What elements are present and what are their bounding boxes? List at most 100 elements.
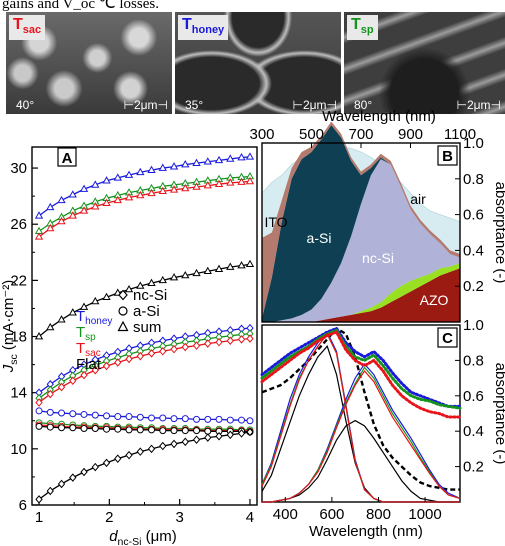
panel-b-region-label-4: AZO bbox=[420, 292, 449, 308]
panel-a-point bbox=[169, 162, 179, 170]
panel-a-point bbox=[148, 414, 156, 422]
panel-a-point bbox=[34, 211, 44, 219]
panel-a-point bbox=[215, 337, 223, 347]
panel-b-area-nc-si bbox=[262, 159, 460, 322]
panel-a-point bbox=[204, 415, 212, 423]
panel-b-region-label-0: air bbox=[410, 191, 426, 207]
panel-a-point bbox=[169, 185, 179, 193]
panel-a-point bbox=[46, 423, 54, 431]
panel-a-xtick-label-2: 3 bbox=[175, 509, 183, 526]
sem-angle-honey: 35° bbox=[185, 98, 204, 112]
panel-a-ytick-label-1: 10 bbox=[10, 441, 27, 458]
panel-a-point bbox=[193, 415, 201, 423]
panel-a-point bbox=[79, 206, 89, 214]
panel-a-point bbox=[35, 407, 43, 415]
panel-a-ylabel: Jsc (mA·cm⁻²) bbox=[0, 280, 20, 374]
panel-a-ytick-label-0: 6 bbox=[19, 497, 27, 514]
panel-a-point bbox=[80, 410, 88, 418]
panel-a-xtick-label-3: 4 bbox=[246, 509, 254, 526]
panel-a-legend-marker-1 bbox=[118, 306, 128, 316]
panel-a-point bbox=[91, 462, 99, 472]
panel-c-ytick-label-3: 0.8 bbox=[463, 352, 484, 369]
panel-a-legend-structure-3: Flat bbox=[76, 356, 102, 373]
panel-a-xtick-label-1: 2 bbox=[105, 509, 113, 526]
panel-a-point bbox=[58, 424, 66, 432]
panel-a-point bbox=[35, 495, 43, 504]
panel-a-point bbox=[57, 216, 66, 225]
panel-a-point bbox=[237, 261, 246, 269]
panel-a-point bbox=[136, 167, 145, 176]
panel-c-ytick-label-4: 1.0 bbox=[463, 317, 484, 334]
sem-scale-honey: ⊢2μm⊣ bbox=[292, 98, 338, 112]
panel-a-point bbox=[91, 424, 99, 432]
panel-b-area-parasitic bbox=[262, 262, 460, 322]
panel-a-point bbox=[114, 425, 122, 433]
panel-a-point bbox=[57, 382, 66, 392]
panel-b-region-label-2: a-Si bbox=[307, 230, 332, 246]
panel-a-point bbox=[181, 427, 189, 435]
panel-a-point bbox=[46, 223, 55, 232]
panel-a-point bbox=[124, 170, 134, 178]
panel-a-legend-marker-2 bbox=[117, 320, 129, 332]
panel-a-legend-label-2: sum bbox=[133, 319, 161, 336]
panel-a-point bbox=[136, 447, 144, 456]
panel-a-point bbox=[57, 479, 66, 489]
panel-c-tag-box bbox=[437, 327, 458, 348]
sem-label-sp: Tsp bbox=[347, 15, 378, 41]
panel-c-ytick-label-1: 0.4 bbox=[463, 423, 484, 440]
panel-a-point bbox=[158, 275, 167, 284]
panel-a-point bbox=[215, 415, 223, 423]
panel-a-frame bbox=[31, 146, 258, 506]
panel-a-point bbox=[238, 416, 246, 424]
panel-b-region-label-1: ITO bbox=[264, 214, 287, 230]
sem-image-sp: Tsp 80° ⊢2μm⊣ bbox=[344, 12, 505, 114]
panel-a-point bbox=[69, 424, 77, 432]
panel-a-point bbox=[69, 376, 77, 386]
panel-c-line-11 bbox=[260, 330, 462, 419]
sem-label-honey: Thoney bbox=[178, 15, 229, 41]
panel-a-point bbox=[246, 427, 254, 437]
panel-a-point bbox=[57, 195, 66, 204]
panel-a-point bbox=[148, 426, 156, 434]
panel-b-ytick-label-3: 0.8 bbox=[463, 171, 484, 188]
panel-a-point bbox=[46, 202, 55, 211]
panel-a-point bbox=[136, 351, 144, 361]
panel-a-point bbox=[34, 332, 44, 340]
sem-image-sac: Tsac 40° ⊢2μm⊣ bbox=[6, 12, 172, 114]
panel-a-point bbox=[147, 349, 156, 358]
panel-a-point bbox=[57, 315, 66, 323]
panel-a-point bbox=[125, 354, 133, 364]
sem-image-honey: Thoney 35° ⊢2μm⊣ bbox=[175, 12, 341, 114]
panel-b-xtick-label-2: 700 bbox=[348, 126, 373, 143]
panel-b-region-label-3: nc-Si bbox=[362, 250, 394, 266]
panel-a-point bbox=[181, 342, 189, 352]
panel-c-xlabel: Wavelength (nm) bbox=[309, 523, 423, 540]
panel-a-point bbox=[102, 292, 111, 301]
panel-a-point bbox=[46, 389, 54, 399]
panel-a-point bbox=[103, 425, 111, 433]
panel-a-point bbox=[102, 176, 111, 184]
panel-a-point bbox=[91, 180, 100, 188]
panel-a-point bbox=[136, 413, 144, 421]
panel-a-point bbox=[226, 416, 234, 424]
panel-b-xlabel: Wavelength (nm) bbox=[322, 108, 436, 125]
panel-a-point bbox=[113, 173, 122, 181]
panel-b-xtick-label-4: 1100 bbox=[444, 126, 476, 143]
sem-angle-sac: 40° bbox=[16, 98, 35, 112]
panel-a-point bbox=[147, 188, 156, 197]
panel-b-xtick-label-0: 300 bbox=[249, 126, 274, 143]
panel-a-point bbox=[114, 358, 122, 367]
panel-a-point bbox=[181, 183, 190, 192]
panel-a-legend-marker-0 bbox=[118, 289, 128, 301]
panel-a-point bbox=[113, 195, 122, 204]
panel-a-point bbox=[226, 336, 234, 346]
panel-a-point bbox=[203, 181, 212, 189]
panel-a-ytick-label-4: 22 bbox=[10, 272, 27, 289]
panel-a-point bbox=[246, 417, 254, 425]
panel-a-point bbox=[193, 427, 201, 435]
panel-a-point bbox=[169, 273, 179, 281]
panel-a-point bbox=[147, 278, 156, 286]
panel-c-ylabel: absorptance (-) bbox=[492, 363, 505, 465]
panel-a-point bbox=[136, 190, 145, 199]
